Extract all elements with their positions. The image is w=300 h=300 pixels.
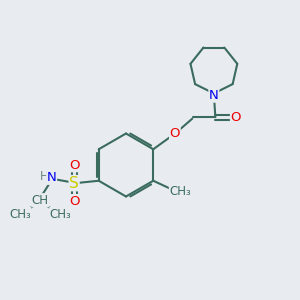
Text: H: H [39,170,48,183]
Text: O: O [69,195,80,208]
Text: N: N [47,171,56,184]
Text: S: S [69,176,79,191]
Text: O: O [69,159,80,172]
Text: CH₃: CH₃ [169,185,191,198]
Text: CH₃: CH₃ [50,208,71,220]
Text: N: N [209,89,219,102]
Text: O: O [169,127,180,140]
Text: CH: CH [32,194,49,207]
Text: O: O [230,111,241,124]
Text: CH₃: CH₃ [9,208,31,220]
